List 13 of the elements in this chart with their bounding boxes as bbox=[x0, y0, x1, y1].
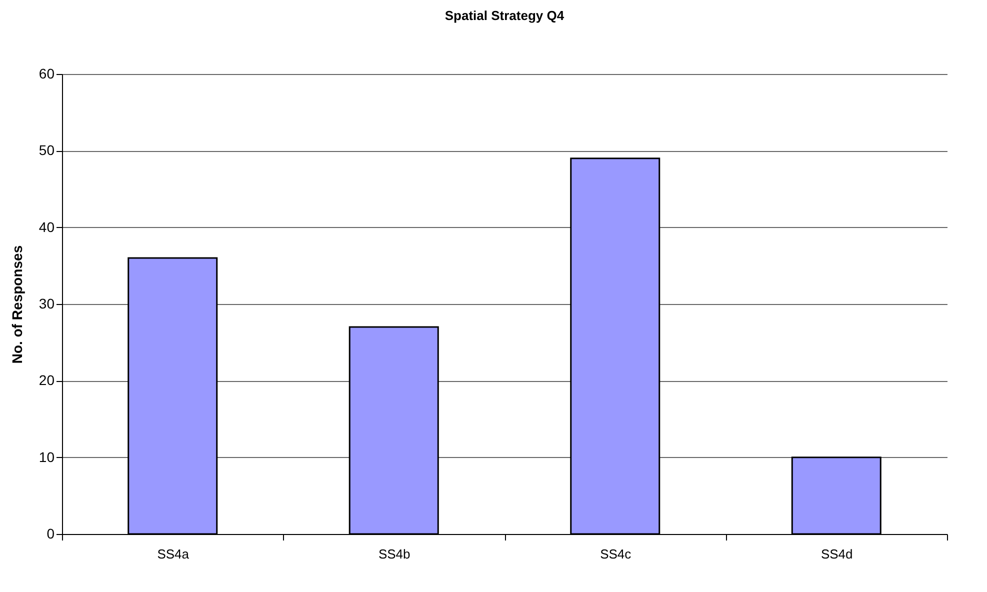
y-axis-title: No. of Responses bbox=[8, 245, 25, 364]
y-tick-label: 60 bbox=[38, 66, 55, 82]
x-tick-label: SS4c bbox=[600, 546, 632, 562]
y-tick-label: 50 bbox=[38, 142, 55, 158]
x-tick-label: SS4a bbox=[157, 546, 190, 562]
x-tick-label: SS4d bbox=[820, 546, 853, 562]
chart-title: Spatial Strategy Q4 bbox=[444, 8, 565, 23]
y-tick-label: 10 bbox=[38, 448, 55, 465]
x-tick-label: SS4b bbox=[378, 546, 410, 562]
y-tick-label: 20 bbox=[38, 372, 55, 388]
y-tick-label: 40 bbox=[38, 218, 55, 235]
y-tick-label: 30 bbox=[38, 296, 55, 312]
y-tick-label: 0 bbox=[46, 526, 55, 542]
